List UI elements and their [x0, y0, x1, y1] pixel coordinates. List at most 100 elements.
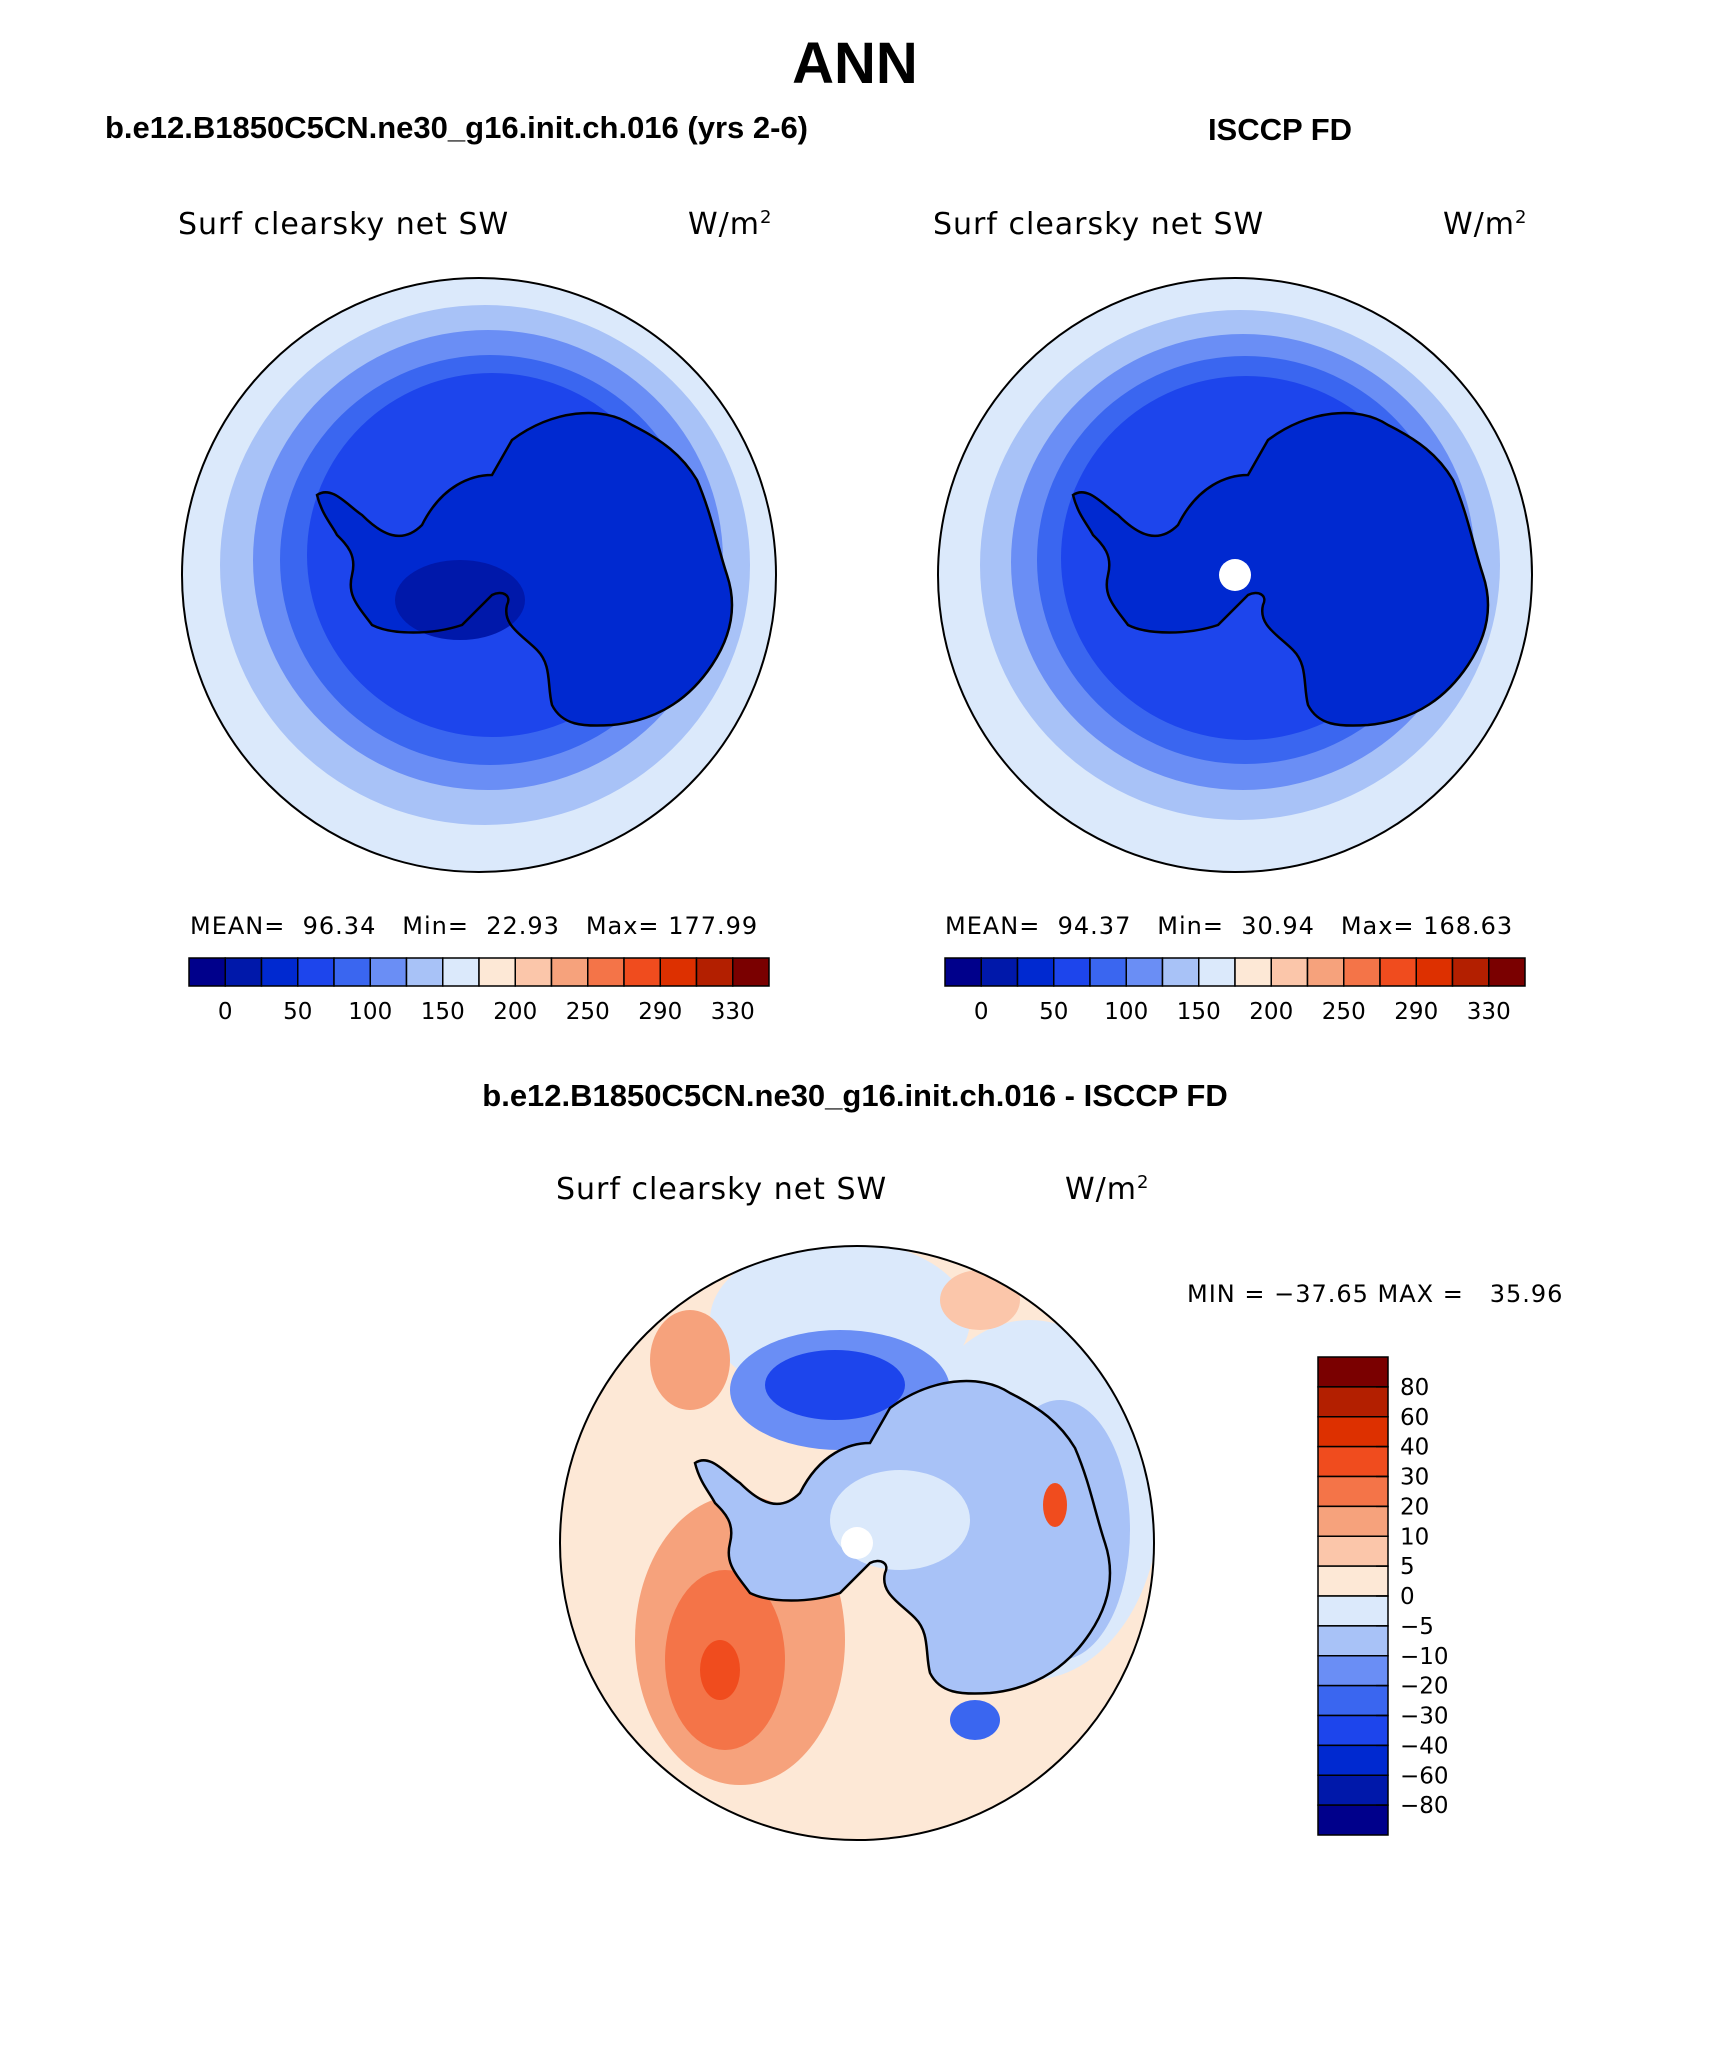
colorbar-tick-label: 250 — [1322, 999, 1366, 1025]
colorbar-tick-label: 60 — [1400, 1405, 1429, 1431]
colorbar-swatch — [1317, 1595, 1389, 1627]
colorbar-swatch — [1053, 957, 1091, 987]
colorbar-tick-label: 100 — [1104, 999, 1148, 1025]
colorbar-swatch — [1125, 957, 1164, 987]
panel-a-case-title: b.e12.B1850C5CN.ne30_g16.init.ch.016 (yr… — [105, 110, 809, 145]
colorbar-swatch — [1343, 957, 1381, 987]
colorbar-tick-label: −40 — [1400, 1733, 1449, 1759]
colorbar-tick-label: −20 — [1400, 1674, 1449, 1700]
colorbar-swatch — [1270, 957, 1309, 987]
colorbar-swatch — [944, 957, 982, 987]
colorbar-tick-label: 330 — [1467, 999, 1511, 1025]
colorbar-tick-label: 5 — [1400, 1554, 1415, 1580]
colorbar-swatch — [1317, 1416, 1389, 1448]
diff-band-10-northwest — [650, 1310, 730, 1410]
colorbar-tick-label: 0 — [1400, 1584, 1415, 1610]
colorbar-tick-label: 20 — [1400, 1494, 1429, 1520]
colorbar-difference: 80 60 40 30 20 10 5 0 −5 −10 −20 −30 −40 −60 −80 — [1317, 1356, 1449, 1836]
colorbar-swatch — [1317, 1714, 1389, 1747]
colorbar-tick-label: 0 — [974, 999, 989, 1025]
colorbar-tick-label: 200 — [493, 999, 537, 1025]
colorbar-swatch — [587, 957, 625, 987]
map-a-band-0 — [395, 560, 525, 640]
panel-b-units: W/m2 — [1443, 207, 1528, 242]
colorbar-swatch — [1317, 1386, 1389, 1418]
colorbar-swatch — [1317, 1804, 1389, 1836]
colorbar-swatch — [369, 957, 408, 987]
difference-minmax: MIN = −37.65 MAX = 35.96 — [1187, 1280, 1564, 1308]
colorbar-swatch — [1016, 957, 1055, 987]
difference-title: b.e12.B1850C5CN.ne30_g16.init.ch.016 - I… — [482, 1078, 1228, 1113]
colorbar-swatch — [333, 957, 371, 987]
colorbar-swatch — [1317, 1505, 1389, 1537]
colorbar-tick-label: −60 — [1400, 1763, 1449, 1789]
page-title: ANN — [792, 31, 918, 96]
colorbar-swatch — [442, 957, 480, 987]
colorbar-swatch — [1306, 957, 1345, 987]
colorbar-swatch — [1317, 1625, 1389, 1657]
map-b-pole-hole — [1219, 559, 1251, 591]
colorbar-tick-label: 250 — [566, 999, 610, 1025]
colorbar-swatch — [1317, 1565, 1389, 1597]
difference-map — [559, 1245, 1155, 1841]
diff-band-neg20-south — [950, 1700, 1000, 1740]
colorbar-swatch — [297, 957, 335, 987]
panel-a-map — [181, 277, 777, 873]
difference-variable: Surf clearsky net SW — [556, 1172, 888, 1207]
panel-a-stats: MEAN= 96.34 Min= 22.93 Max= 177.99 — [190, 912, 759, 940]
colorbar-panel-a: 0 50 100 150 200 250 290 330 — [188, 957, 770, 1025]
colorbar-swatch — [1488, 957, 1526, 987]
colorbar-swatch — [1317, 1774, 1389, 1806]
colorbar-swatch — [1415, 957, 1454, 987]
colorbar-tick-label: 100 — [348, 999, 392, 1025]
colorbar-swatch — [260, 957, 299, 987]
diff-band-30-west — [700, 1640, 740, 1700]
panel-a-variable: Surf clearsky net SW — [178, 207, 510, 242]
difference-map-border — [559, 1245, 1155, 1841]
colorbar-swatch — [1317, 1356, 1389, 1388]
colorbar-swatch — [1198, 957, 1236, 987]
colorbar-swatch — [550, 957, 589, 987]
colorbar-tick-label: 10 — [1400, 1524, 1429, 1550]
colorbar-swatch — [1317, 1445, 1389, 1478]
colorbar-tick-label: 200 — [1249, 999, 1293, 1025]
difference-units: W/m2 — [1065, 1172, 1150, 1207]
colorbar-swatch — [1089, 957, 1127, 987]
map-a-border — [181, 277, 777, 873]
colorbar-tick-label: 50 — [1039, 999, 1068, 1025]
panel-b-variable: Surf clearsky net SW — [933, 207, 1265, 242]
panel-b-case-title: ISCCP FD — [1207, 112, 1353, 147]
panel-b-map — [937, 277, 1533, 873]
colorbar-tick-label: 150 — [421, 999, 465, 1025]
colorbar-tick-label: 40 — [1400, 1435, 1429, 1461]
colorbar-tick-label: 330 — [711, 999, 755, 1025]
diff-band-30-coast — [1043, 1483, 1067, 1527]
colorbar-panel-b: 0 50 100 150 200 250 290 330 — [944, 957, 1526, 1025]
colorbar-tick-label: 80 — [1400, 1375, 1429, 1401]
colorbar-swatch — [188, 957, 226, 987]
colorbar-swatch — [224, 957, 263, 987]
colorbar-swatch — [1317, 1475, 1389, 1508]
colorbar-tick-label: 30 — [1400, 1465, 1429, 1491]
diff-band-5-northeast — [940, 1270, 1020, 1330]
colorbar-tick-label: 50 — [283, 999, 312, 1025]
panel-a-units: W/m2 — [688, 207, 773, 242]
colorbar-swatch — [659, 957, 698, 987]
colorbar-tick-label: −80 — [1400, 1793, 1449, 1819]
colorbar-swatch — [1234, 957, 1272, 987]
colorbar-swatch — [1317, 1535, 1389, 1567]
colorbar-tick-label: −10 — [1400, 1644, 1449, 1670]
colorbar-tick-label: 150 — [1177, 999, 1221, 1025]
colorbar-swatch — [1317, 1744, 1389, 1776]
colorbar-swatch — [980, 957, 1019, 987]
colorbar-swatch — [1379, 957, 1417, 987]
colorbar-tick-label: 290 — [1394, 999, 1438, 1025]
colorbar-tick-label: 0 — [218, 999, 233, 1025]
colorbar-tick-label: −30 — [1400, 1704, 1449, 1730]
colorbar-swatch — [1451, 957, 1490, 987]
colorbar-tick-label: −5 — [1400, 1614, 1434, 1640]
colorbar-swatch — [695, 957, 734, 987]
colorbar-swatch — [1161, 957, 1200, 987]
diff-band-neg30-north — [765, 1350, 905, 1420]
